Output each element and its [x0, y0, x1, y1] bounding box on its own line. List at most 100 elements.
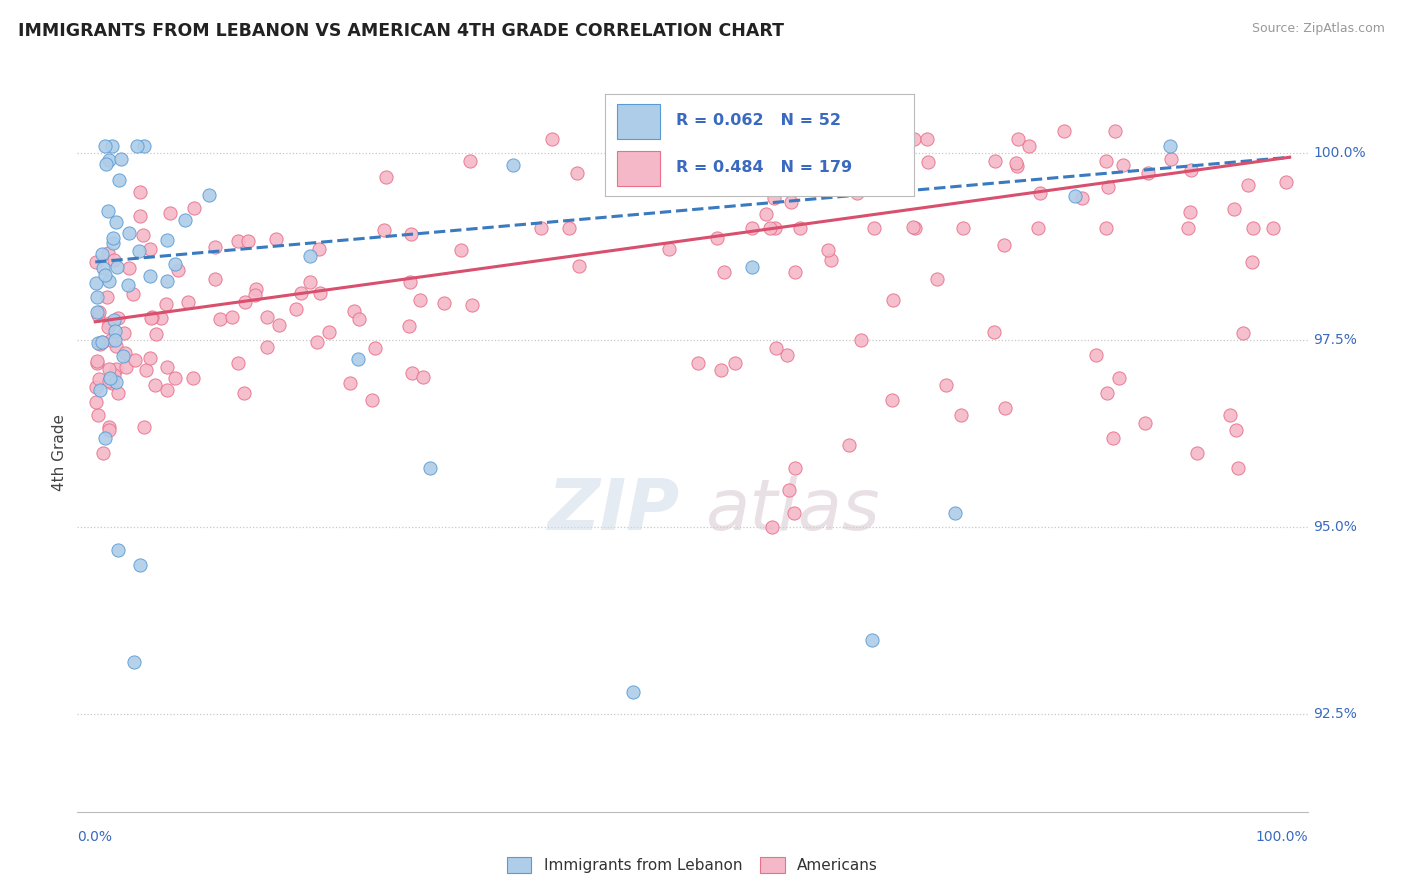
Point	[159, 206, 181, 220]
Point	[129, 209, 152, 223]
Text: R = 0.484   N = 179: R = 0.484 N = 179	[676, 160, 852, 175]
Point	[117, 277, 139, 292]
Point	[917, 155, 939, 169]
Point	[308, 242, 330, 256]
Point	[141, 310, 163, 324]
Point	[105, 215, 128, 229]
Point	[103, 231, 125, 245]
Text: 95.0%: 95.0%	[1313, 521, 1357, 534]
Point	[952, 221, 974, 235]
Point	[375, 169, 398, 184]
Point	[1133, 416, 1156, 430]
Point	[754, 206, 776, 220]
Point	[97, 245, 120, 260]
Point	[156, 383, 179, 397]
Point	[285, 301, 308, 316]
Point	[198, 188, 221, 202]
Point	[264, 232, 287, 246]
Point	[778, 483, 800, 497]
Point	[110, 152, 132, 166]
Point	[165, 371, 187, 385]
Point	[419, 460, 441, 475]
Point	[86, 276, 108, 290]
Point	[86, 355, 108, 369]
Point	[409, 293, 432, 308]
Point	[994, 401, 1017, 415]
Point	[640, 131, 662, 145]
Point	[86, 394, 108, 409]
Point	[1095, 221, 1118, 235]
Point	[882, 293, 904, 307]
Point	[603, 159, 626, 173]
Point	[125, 139, 148, 153]
Point	[915, 131, 938, 145]
Point	[256, 310, 278, 324]
Point	[1226, 460, 1249, 475]
Text: 92.5%: 92.5%	[1313, 707, 1357, 722]
Point	[86, 290, 108, 304]
Point	[758, 161, 780, 175]
Point	[87, 409, 110, 423]
Point	[412, 369, 434, 384]
Point	[903, 221, 925, 235]
Point	[97, 362, 120, 376]
Point	[1275, 175, 1298, 189]
Point	[347, 351, 370, 366]
Point	[1028, 186, 1050, 200]
Point	[122, 655, 145, 669]
Point	[1097, 180, 1119, 194]
Point	[364, 341, 387, 355]
Point	[91, 334, 114, 349]
Point	[204, 240, 226, 254]
Point	[96, 290, 118, 304]
Point	[1159, 139, 1181, 153]
Point	[256, 340, 278, 354]
Point	[1108, 371, 1130, 385]
Point	[1095, 153, 1118, 168]
Point	[226, 356, 249, 370]
Point	[122, 287, 145, 301]
Point	[433, 296, 456, 310]
Point	[177, 295, 200, 310]
Point	[107, 543, 129, 558]
Point	[173, 213, 195, 227]
Text: atlas: atlas	[704, 475, 879, 545]
Point	[1232, 326, 1254, 340]
Point	[849, 334, 872, 348]
Point	[86, 254, 108, 268]
Point	[765, 341, 787, 355]
Point	[135, 363, 157, 377]
Point	[461, 298, 484, 312]
Point	[706, 231, 728, 245]
Point	[398, 318, 420, 333]
Point	[846, 186, 869, 200]
Point	[949, 409, 972, 423]
Point	[783, 506, 806, 520]
Point	[103, 236, 125, 251]
Point	[104, 361, 127, 376]
Point	[108, 172, 131, 186]
Point	[155, 296, 177, 310]
Point	[267, 318, 290, 333]
Point	[128, 186, 150, 200]
Point	[124, 353, 146, 368]
Point	[1018, 138, 1040, 153]
Point	[1236, 178, 1258, 193]
Point	[558, 221, 581, 235]
Point	[817, 243, 839, 257]
Text: IMMIGRANTS FROM LEBANON VS AMERICAN 4TH GRADE CORRELATION CHART: IMMIGRANTS FROM LEBANON VS AMERICAN 4TH …	[18, 22, 785, 40]
Point	[156, 273, 179, 287]
Point	[984, 153, 1007, 168]
Point	[903, 131, 925, 145]
Point	[100, 334, 122, 348]
Point	[1026, 221, 1049, 235]
Point	[688, 356, 710, 370]
Point	[149, 310, 172, 325]
Point	[97, 374, 120, 388]
Text: Source: ZipAtlas.com: Source: ZipAtlas.com	[1251, 22, 1385, 36]
Point	[98, 316, 121, 330]
Point	[401, 227, 423, 241]
Point	[104, 375, 127, 389]
Point	[943, 506, 966, 520]
Point	[567, 166, 589, 180]
